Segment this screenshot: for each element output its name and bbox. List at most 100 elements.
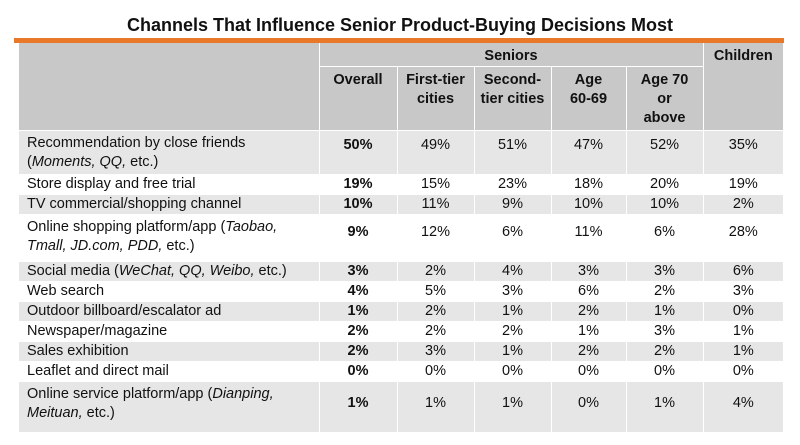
cell-age-60-69: 18%	[550, 174, 626, 195]
cell-second-tier: 0%	[473, 361, 551, 382]
cell-age-70-plus: 52%	[625, 130, 704, 175]
row-label: Leaflet and direct mail	[19, 361, 319, 382]
cell-overall: 2%	[318, 341, 397, 362]
row-label: Online shopping platform/app (Taobao, Tma…	[19, 214, 319, 262]
cell-age-60-69: 0%	[550, 381, 626, 433]
cell-age-70-plus: 3%	[625, 321, 704, 342]
cell-second-tier: 6%	[473, 214, 551, 262]
cell-first-tier: 12%	[396, 214, 474, 262]
cell-age-60-69: 3%	[550, 261, 626, 282]
cell-overall: 2%	[318, 321, 397, 342]
cell-age-70-plus: 3%	[625, 261, 704, 282]
cell-second-tier: 1%	[473, 301, 551, 322]
cell-second-tier: 1%	[473, 341, 551, 362]
channels-table: Seniors Children Overall First-tier citi…	[19, 43, 784, 433]
cell-first-tier: 15%	[396, 174, 474, 195]
cell-overall: 9%	[318, 214, 397, 262]
cell-age-60-69: 6%	[550, 281, 626, 302]
cell-second-tier: 1%	[473, 381, 551, 433]
header-group-seniors: Seniors	[318, 43, 704, 67]
title-accent-bar	[14, 38, 784, 43]
table-row: Web search 4% 5% 3% 6% 2% 3%	[19, 281, 784, 302]
cell-first-tier: 3%	[396, 341, 474, 362]
table-row: Online service platform/app (Dianping, Me…	[19, 381, 784, 433]
table-row: Sales exhibition 2% 3% 1% 2% 2% 1%	[19, 341, 784, 362]
cell-age-70-plus: 0%	[625, 361, 704, 382]
cell-children: 3%	[702, 281, 784, 302]
row-label: TV commercial/shopping channel	[19, 194, 319, 215]
cell-first-tier: 2%	[396, 261, 474, 282]
cell-first-tier: 0%	[396, 361, 474, 382]
row-label: Web search	[19, 281, 319, 302]
cell-overall: 50%	[318, 130, 397, 175]
cell-overall: 3%	[318, 261, 397, 282]
cell-children: 35%	[702, 130, 784, 175]
cell-age-60-69: 10%	[550, 194, 626, 215]
cell-overall: 10%	[318, 194, 397, 215]
table-row: Newspaper/magazine 2% 2% 2% 1% 3% 1%	[19, 321, 784, 342]
cell-first-tier: 1%	[396, 381, 474, 433]
table-row: Outdoor billboard/escalator ad 1% 2% 1% …	[19, 301, 784, 322]
cell-children: 1%	[702, 321, 784, 342]
cell-age-70-plus: 20%	[625, 174, 704, 195]
cell-children: 0%	[702, 301, 784, 322]
cell-age-70-plus: 2%	[625, 281, 704, 302]
table-row: TV commercial/shopping channel 10% 11% 9…	[19, 194, 784, 215]
cell-first-tier: 49%	[396, 130, 474, 175]
row-label: Recommendation by close friends (Moments,…	[19, 130, 319, 175]
cell-overall: 4%	[318, 281, 397, 302]
cell-second-tier: 51%	[473, 130, 551, 175]
header-col-first-tier: First-tier cities	[396, 66, 474, 131]
cell-overall: 1%	[318, 301, 397, 322]
row-label: Newspaper/magazine	[19, 321, 319, 342]
cell-age-60-69: 2%	[550, 341, 626, 362]
header-col-age-60-69: Age 60-69	[550, 66, 626, 131]
cell-age-60-69: 0%	[550, 361, 626, 382]
cell-overall: 1%	[318, 381, 397, 433]
cell-children: 4%	[702, 381, 784, 433]
cell-first-tier: 2%	[396, 301, 474, 322]
row-label: Store display and free trial	[19, 174, 319, 195]
cell-first-tier: 11%	[396, 194, 474, 215]
row-label: Outdoor billboard/escalator ad	[19, 301, 319, 322]
cell-children: 19%	[702, 174, 784, 195]
cell-age-70-plus: 2%	[625, 341, 704, 362]
cell-children: 2%	[702, 194, 784, 215]
cell-second-tier: 3%	[473, 281, 551, 302]
table-row: Leaflet and direct mail 0% 0% 0% 0% 0% 0…	[19, 361, 784, 382]
row-label: Online service platform/app (Dianping, Me…	[19, 381, 319, 433]
cell-overall: 19%	[318, 174, 397, 195]
cell-children: 1%	[702, 341, 784, 362]
cell-age-70-plus: 10%	[625, 194, 704, 215]
cell-overall: 0%	[318, 361, 397, 382]
cell-children: 6%	[702, 261, 784, 282]
header-col-second-tier: Second-tier cities	[473, 66, 551, 131]
cell-first-tier: 2%	[396, 321, 474, 342]
cell-children: 28%	[702, 214, 784, 262]
cell-second-tier: 2%	[473, 321, 551, 342]
cell-age-60-69: 2%	[550, 301, 626, 322]
table-title: Channels That Influence Senior Product-B…	[126, 15, 674, 35]
table-row: Recommendation by close friends (Moments,…	[19, 130, 784, 175]
cell-children: 0%	[702, 361, 784, 382]
cell-second-tier: 9%	[473, 194, 551, 215]
table-row: Social media (WeChat, QQ, Weibo, etc.) 3…	[19, 261, 784, 282]
cell-first-tier: 5%	[396, 281, 474, 302]
cell-second-tier: 4%	[473, 261, 551, 282]
table-row: Online shopping platform/app (Taobao, Tma…	[19, 214, 784, 262]
row-label: Sales exhibition	[19, 341, 319, 362]
cell-age-60-69: 47%	[550, 130, 626, 175]
header-blank	[19, 43, 319, 131]
cell-age-70-plus: 6%	[625, 214, 704, 262]
row-label: Social media (WeChat, QQ, Weibo, etc.)	[19, 261, 319, 282]
cell-age-70-plus: 1%	[625, 301, 704, 322]
cell-age-60-69: 11%	[550, 214, 626, 262]
header-col-overall: Overall	[318, 66, 397, 131]
cell-age-70-plus: 1%	[625, 381, 704, 433]
row-label-italic: Moments, QQ,	[31, 154, 127, 170]
table-row: Store display and free trial 19% 15% 23%…	[19, 174, 784, 195]
cell-second-tier: 23%	[473, 174, 551, 195]
header-col-age-70-plus: Age 70 or above	[625, 66, 704, 131]
cell-age-60-69: 1%	[550, 321, 626, 342]
header-group-children: Children	[702, 43, 784, 131]
